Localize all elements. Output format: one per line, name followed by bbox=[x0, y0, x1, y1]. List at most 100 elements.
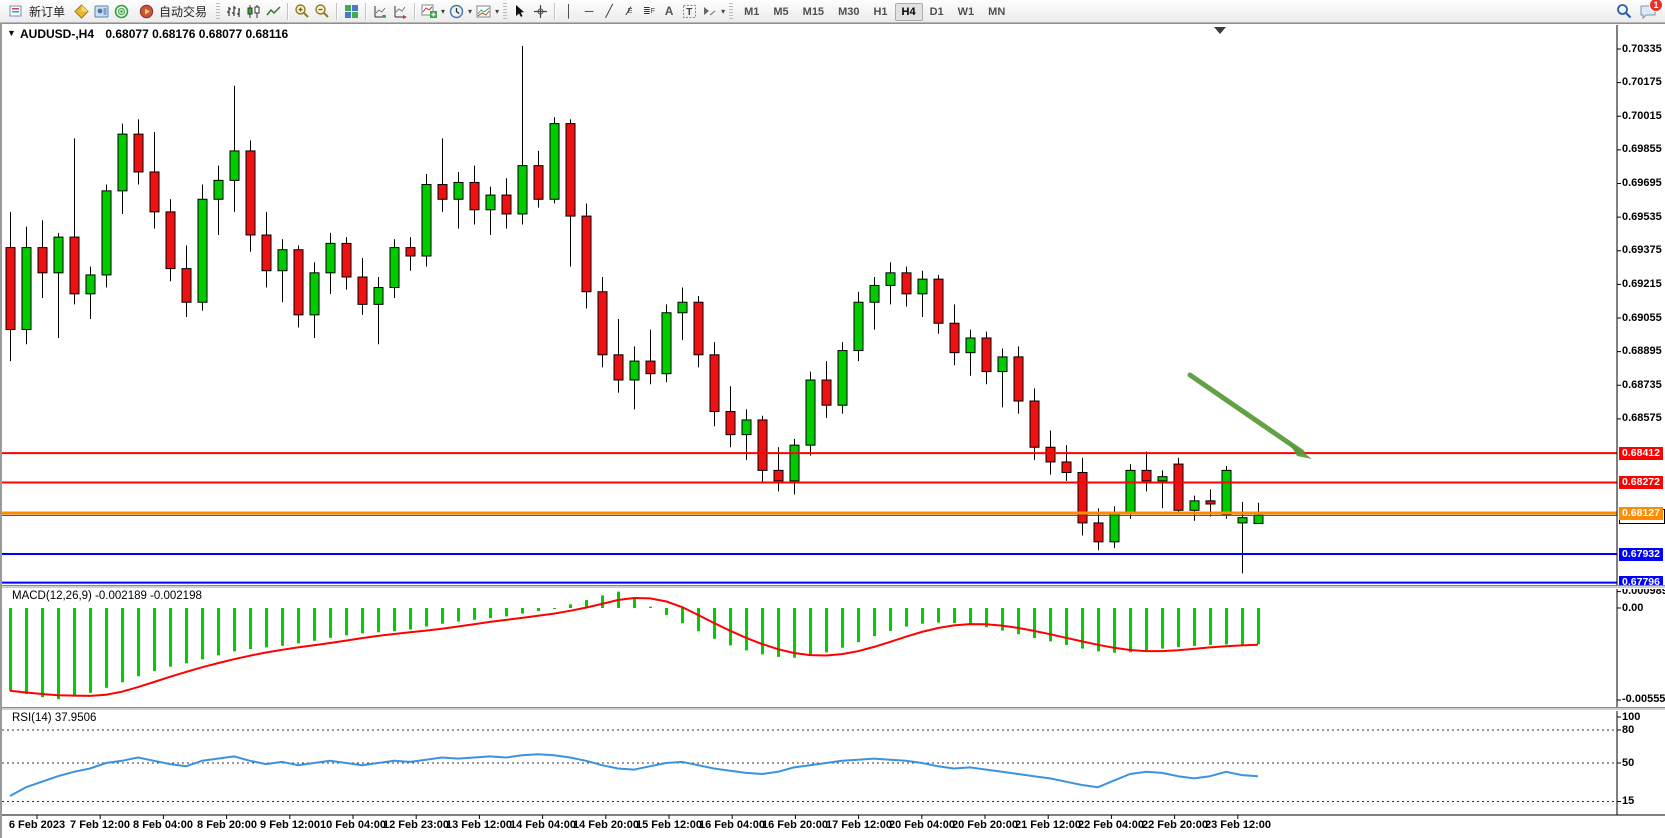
chart-window bbox=[0, 23, 1665, 838]
time-axis-label: 22 Feb 04:00 bbox=[1077, 819, 1145, 831]
price-axis-tick: 0.69855 bbox=[1622, 143, 1662, 155]
time-axis-label: 9 Feb 12:00 bbox=[260, 819, 320, 831]
timeframe-button-h4[interactable]: H4 bbox=[894, 3, 923, 21]
equidistant-channel-icon[interactable]: ∕∕ E bbox=[627, 4, 632, 18]
timeframe-button-m30[interactable]: M30 bbox=[838, 6, 860, 18]
time-axis-label: 16 Feb 20:00 bbox=[761, 819, 829, 831]
timeframe-button-m1[interactable]: M1 bbox=[744, 6, 760, 18]
price-axis-tick: 0.69695 bbox=[1622, 177, 1662, 189]
templates-dropdown-arrow[interactable]: ▾ bbox=[495, 6, 500, 16]
toolbar-separator bbox=[554, 2, 556, 20]
time-axis-label: 14 Feb 04:00 bbox=[509, 819, 577, 831]
chat-icon[interactable]: 1 bbox=[1639, 0, 1663, 20]
price-axis-tick: 0.69535 bbox=[1622, 211, 1662, 223]
time-axis-label: 14 Feb 20:00 bbox=[572, 819, 640, 831]
fibonacci-icon[interactable]: ≣ F bbox=[643, 5, 655, 16]
pane-splitter-rsi[interactable] bbox=[2, 707, 1665, 711]
search-icon[interactable] bbox=[1615, 2, 1633, 20]
toolbar-separator bbox=[287, 2, 289, 20]
line-chart-icon[interactable] bbox=[264, 2, 282, 20]
autotrade-button[interactable]: 自动交易 bbox=[132, 0, 212, 22]
time-axis-label: 15 Feb 12:00 bbox=[635, 819, 703, 831]
time-axis-label: 8 Feb 04:00 bbox=[133, 819, 193, 831]
templates-icon[interactable] bbox=[474, 2, 492, 20]
timeframe-button-w1[interactable]: W1 bbox=[957, 6, 975, 18]
new-order-icon bbox=[7, 2, 25, 20]
toolbar-separator bbox=[365, 2, 367, 20]
time-axis-label: 7 Feb 12:00 bbox=[70, 819, 130, 831]
toolbar-grip bbox=[216, 3, 221, 19]
time-axis-label: 20 Feb 20:00 bbox=[951, 819, 1019, 831]
price-axis-tick: 0.68575 bbox=[1622, 412, 1662, 424]
time-axis-label: 13 Feb 12:00 bbox=[445, 819, 513, 831]
new-order-button[interactable]: 新订单 bbox=[2, 0, 70, 22]
timeframe-button-m15[interactable]: M15 bbox=[802, 6, 825, 18]
hline-price-label: 0.68272 bbox=[1619, 476, 1663, 489]
chart-shift-icon[interactable] bbox=[391, 2, 409, 20]
zoom-out-icon[interactable] bbox=[313, 2, 331, 20]
autotrade-icon bbox=[137, 2, 155, 20]
vertical-line-icon[interactable]: │ bbox=[565, 4, 573, 18]
indicators-dropdown-arrow[interactable]: ▾ bbox=[441, 6, 446, 16]
tile-windows-icon[interactable] bbox=[342, 2, 360, 20]
periods-dropdown-arrow[interactable]: ▾ bbox=[468, 6, 473, 16]
time-axis-label: 12 Feb 23:00 bbox=[382, 819, 450, 831]
time-axis-label: 16 Feb 04:00 bbox=[698, 819, 766, 831]
price-axis-tick: 0.70335 bbox=[1622, 43, 1662, 55]
timeframe-button-d1[interactable]: D1 bbox=[929, 6, 944, 18]
autotrade-label: 自动交易 bbox=[159, 4, 208, 19]
time-axis-label: 10 Feb 04:00 bbox=[319, 819, 387, 831]
label-icon[interactable]: T bbox=[680, 2, 698, 20]
symbol-period-label: AUDUSD-,H4 bbox=[20, 27, 95, 41]
shapes-icon[interactable] bbox=[700, 2, 718, 20]
price-axis-tick: 0.68895 bbox=[1622, 345, 1662, 357]
price-axis-tick: 0.68735 bbox=[1622, 379, 1662, 391]
rsi-axis-tick: 100 bbox=[1622, 711, 1641, 723]
auto-scroll-icon[interactable] bbox=[371, 2, 389, 20]
macd-axis-tick: 0.00 bbox=[1622, 602, 1644, 614]
radar-icon[interactable] bbox=[112, 2, 130, 20]
horizontal-line-icon[interactable]: ─ bbox=[584, 4, 594, 18]
ohlc-readout: 0.68077 0.68176 0.68077 0.68116 bbox=[105, 27, 289, 41]
toolbar-right-group: 1 bbox=[1615, 0, 1663, 20]
rsi-axis-tick: 15 bbox=[1622, 795, 1635, 807]
toolbar-grip bbox=[729, 3, 734, 19]
gold-package-icon[interactable] bbox=[72, 2, 90, 20]
price-axis-tick: 0.70015 bbox=[1622, 110, 1662, 122]
time-axis-label: 8 Feb 20:00 bbox=[197, 819, 257, 831]
pane-splitter-macd[interactable] bbox=[2, 585, 1665, 589]
timeframe-button-m5[interactable]: M5 bbox=[773, 6, 789, 18]
zoom-in-icon[interactable] bbox=[293, 2, 311, 20]
rsi-label: RSI(14) 37.9506 bbox=[12, 712, 97, 724]
indicators-icon[interactable] bbox=[420, 2, 438, 20]
price-axis-tick: 0.70175 bbox=[1622, 76, 1662, 88]
text-icon[interactable]: A bbox=[664, 4, 674, 18]
time-axis-label: 21 Feb 12:00 bbox=[1014, 819, 1082, 831]
rsi-axis-tick: 50 bbox=[1622, 757, 1635, 769]
hline-price-label: 0.68412 bbox=[1619, 447, 1663, 460]
one-click-trading-expander[interactable]: ▼ bbox=[7, 28, 16, 38]
price-axis-tick: 0.69375 bbox=[1622, 244, 1662, 256]
hline-price-label: 0.67932 bbox=[1619, 548, 1663, 561]
cursor-arrow-icon[interactable] bbox=[511, 2, 529, 20]
macd-label: MACD(12,26,9) -0.002189 -0.002198 bbox=[12, 590, 202, 602]
timeframe-button-h1[interactable]: H1 bbox=[873, 6, 888, 18]
crosshair-icon[interactable] bbox=[531, 2, 549, 20]
toolbar-grip bbox=[503, 3, 508, 19]
notification-badge: 1 bbox=[1649, 0, 1663, 12]
navigator-icon[interactable] bbox=[92, 2, 110, 20]
toolbar-separator bbox=[336, 2, 338, 20]
shapes-dropdown-arrow[interactable]: ▾ bbox=[721, 6, 726, 16]
time-axis-label: 20 Feb 04:00 bbox=[888, 819, 956, 831]
trendline-icon[interactable]: ╱ bbox=[605, 4, 613, 18]
svg-text:T: T bbox=[686, 7, 692, 18]
timeframe-button-mn[interactable]: MN bbox=[988, 6, 1006, 18]
chart-title: AUDUSD-,H4 0.68077 0.68176 0.68077 0.681… bbox=[20, 27, 288, 41]
price-axis-tick: 0.69055 bbox=[1622, 312, 1662, 324]
periods-icon[interactable] bbox=[447, 2, 465, 20]
rsi-axis-tick: 80 bbox=[1622, 724, 1635, 736]
candlestick-chart-icon[interactable] bbox=[244, 2, 262, 20]
time-axis-label: 6 Feb 2023 bbox=[8, 819, 66, 831]
bar-chart-icon[interactable] bbox=[224, 2, 242, 20]
